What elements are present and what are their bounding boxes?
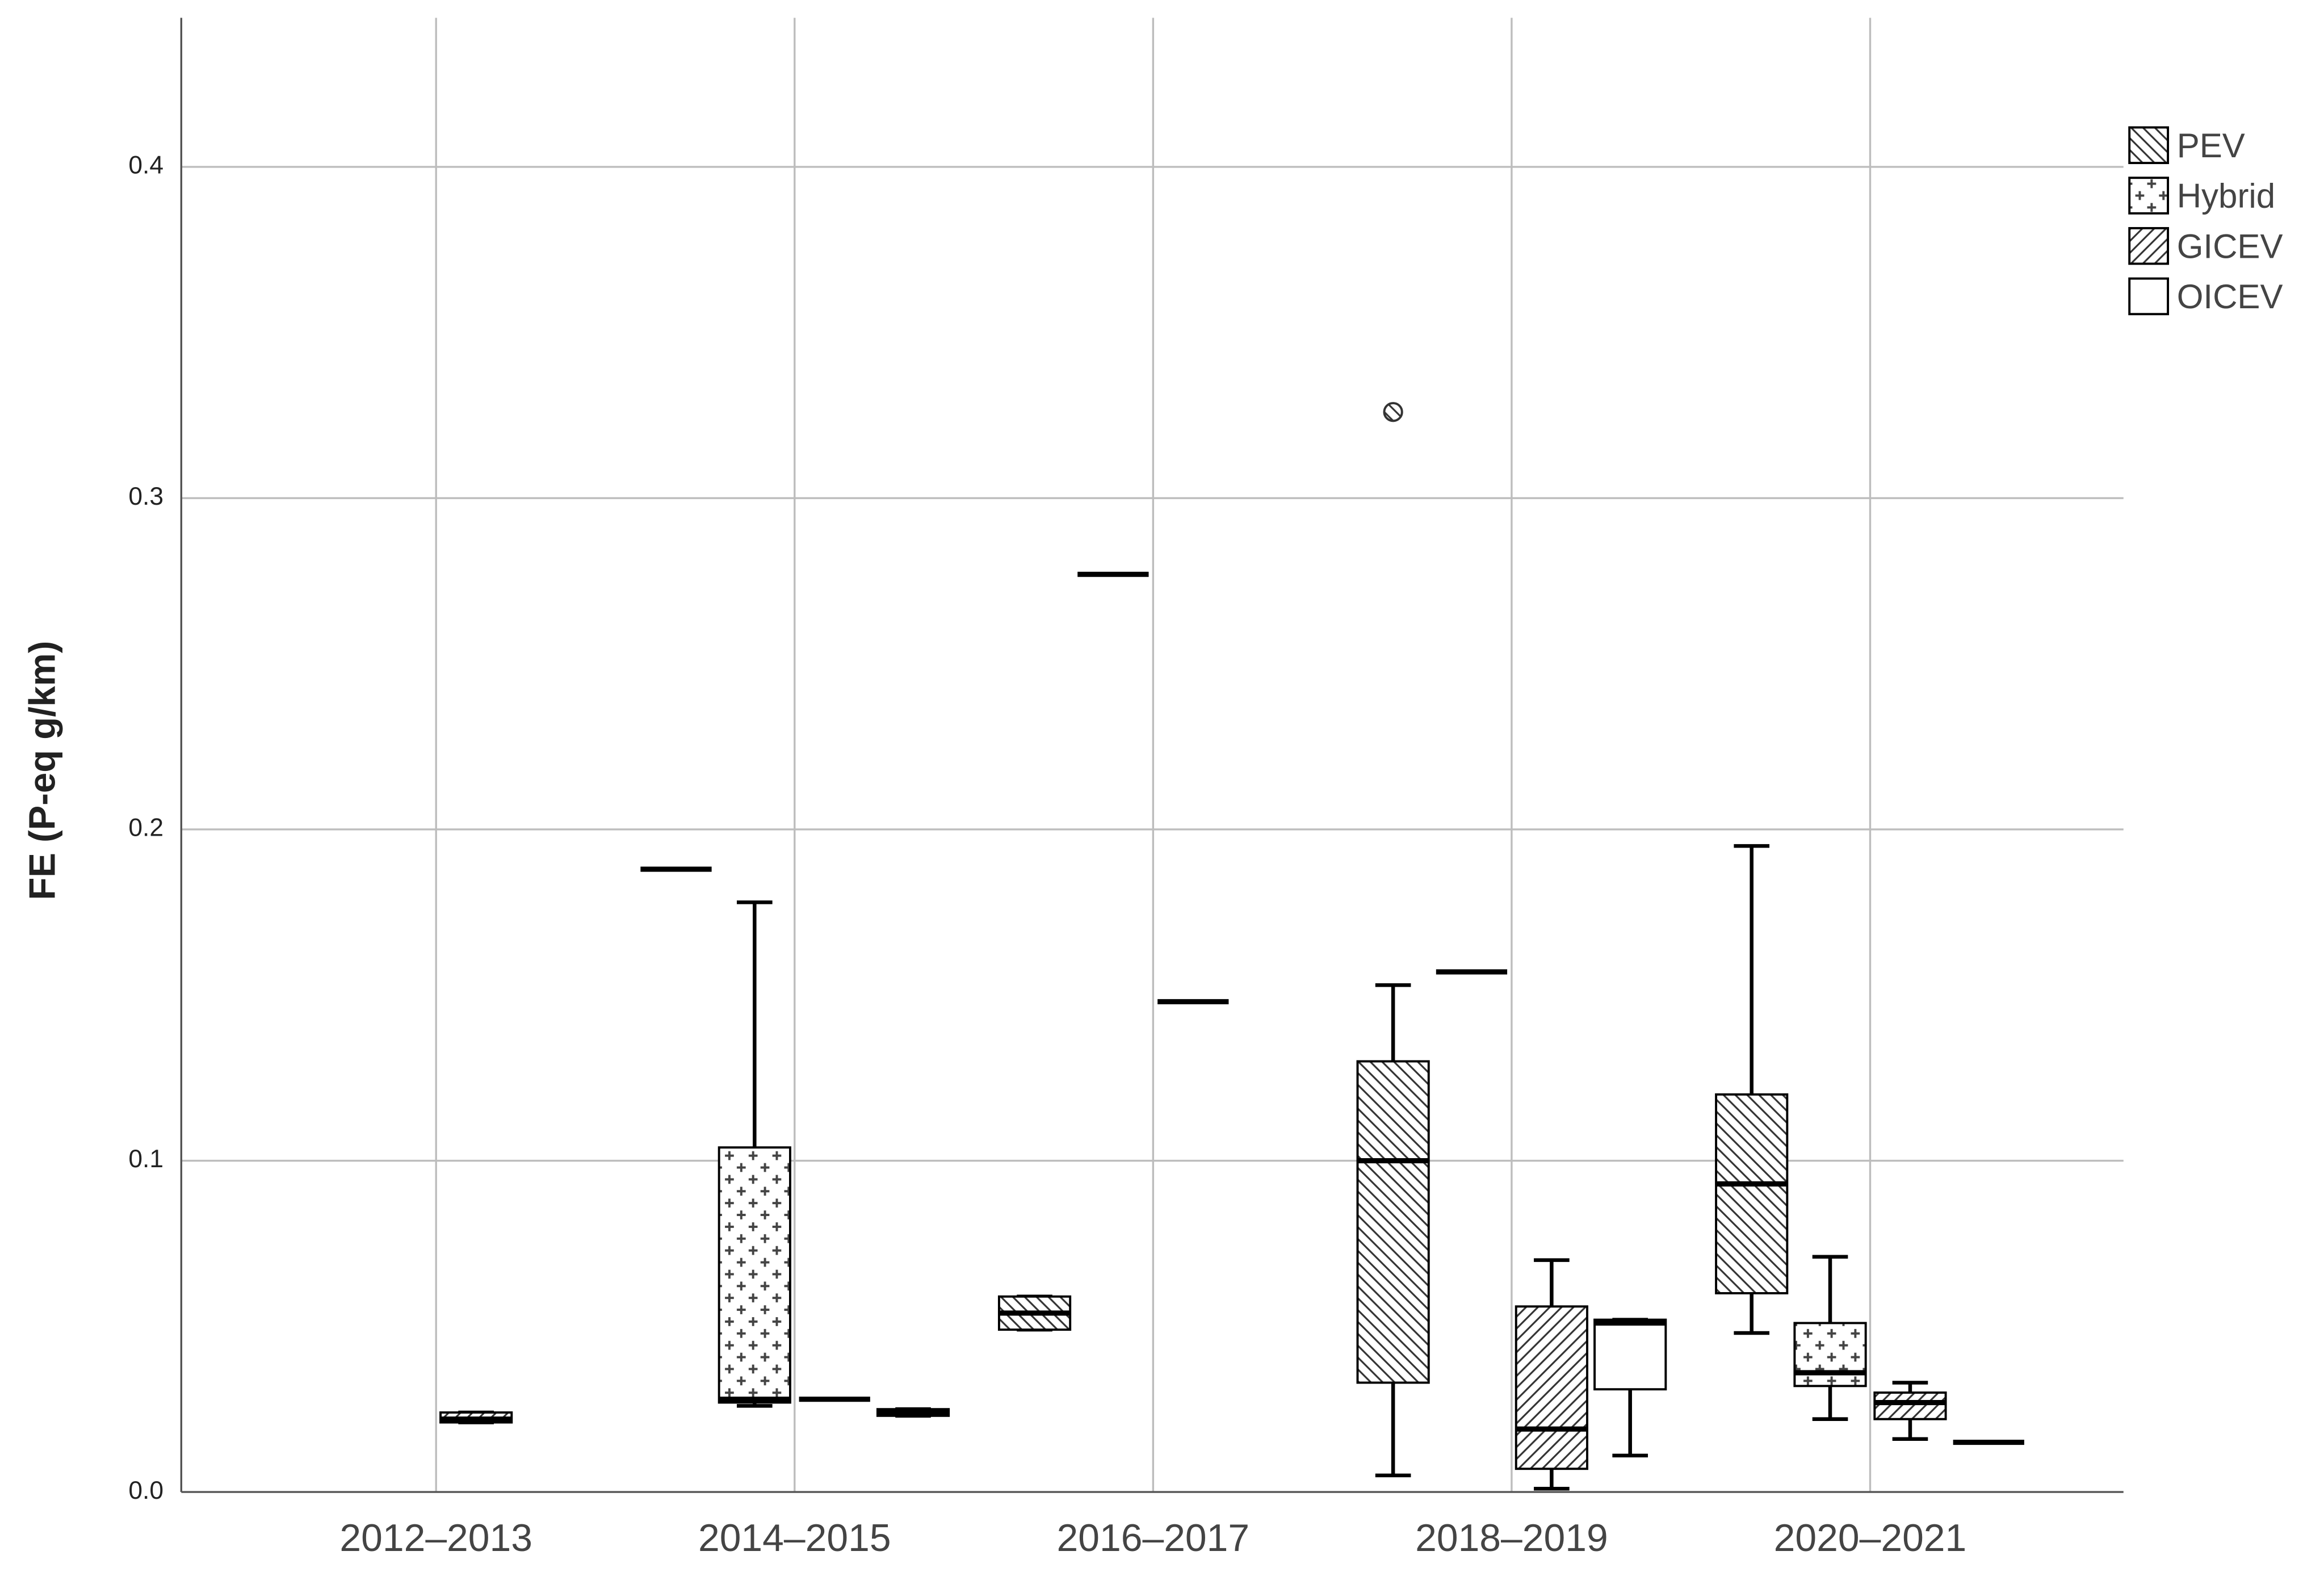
legend-swatch <box>2128 277 2170 316</box>
y-tick-label: 0.1 <box>128 1145 163 1173</box>
legend-swatch <box>2128 227 2170 265</box>
legend-label: PEV <box>2177 127 2245 165</box>
y-tick-label: 0.4 <box>128 152 163 179</box>
x-tick-label: 2020–2021 <box>1774 1517 1967 1560</box>
x-tick-label: 2016–2017 <box>1057 1517 1250 1560</box>
y-tick-label: 0.3 <box>128 483 163 510</box>
legend-label: GICEV <box>2177 227 2283 265</box>
box <box>1793 1322 1867 1387</box>
x-tick-label: 2018–2019 <box>1415 1517 1608 1560</box>
box <box>1515 1305 1588 1470</box>
box <box>718 1146 791 1404</box>
legend-label: Hybrid <box>2177 177 2275 215</box>
legend-swatch <box>2128 177 2170 215</box>
legend-label: OICEV <box>2177 278 2283 316</box>
box <box>1356 1060 1430 1384</box>
y-tick-label: 0.2 <box>128 814 163 842</box>
y-axis-title: FE (P-eq g/km) <box>21 641 62 900</box>
legend-swatch <box>2128 126 2170 165</box>
y-tick-label: 0.0 <box>128 1477 163 1504</box>
box <box>1593 1318 1667 1391</box>
box <box>1873 1391 1947 1420</box>
x-tick-label: 2014–2015 <box>698 1517 891 1560</box>
box <box>1715 1093 1789 1294</box>
x-tick-label: 2012–2013 <box>339 1517 532 1560</box>
outlier <box>1383 402 1403 422</box>
